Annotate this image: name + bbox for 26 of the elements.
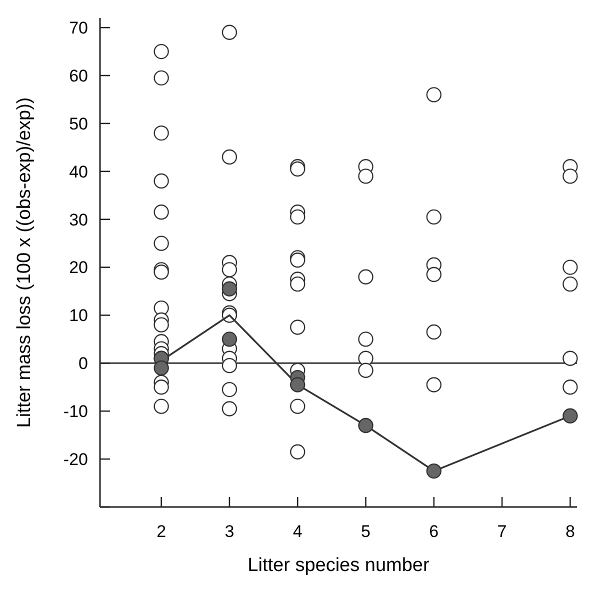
y-tick-label: 50: [69, 114, 88, 134]
x-tick-label: 3: [224, 522, 234, 541]
x-tick-label: 4: [292, 522, 302, 541]
x-tick-label: 5: [361, 522, 370, 541]
y-tick-label: 10: [69, 306, 88, 326]
point: [290, 377, 306, 392]
y-tick-label: 0: [78, 354, 88, 374]
point: [426, 463, 442, 479]
y-tick-label: 60: [69, 66, 88, 86]
y-tick-label: 40: [69, 162, 88, 182]
x-tick-label: 7: [497, 522, 507, 541]
y-tick-label: 70: [69, 18, 88, 38]
point: [154, 360, 169, 376]
point: [562, 408, 578, 424]
y-tick-label: -10: [63, 402, 88, 422]
x-axis-title: Litter species number: [248, 555, 430, 576]
point: [222, 332, 238, 347]
x-tick-label: 2: [156, 522, 166, 541]
y-tick-label: 20: [69, 258, 88, 278]
x-tick-label: 8: [565, 522, 575, 541]
y-tick-label: 30: [69, 210, 88, 230]
point: [222, 281, 238, 296]
x-tick-label: 6: [429, 522, 439, 541]
point: [358, 418, 374, 434]
y-tick-label: -20: [63, 450, 88, 470]
y-axis-title: Litter mass loss (100 x ((obs-exp)/exp)): [14, 97, 35, 428]
